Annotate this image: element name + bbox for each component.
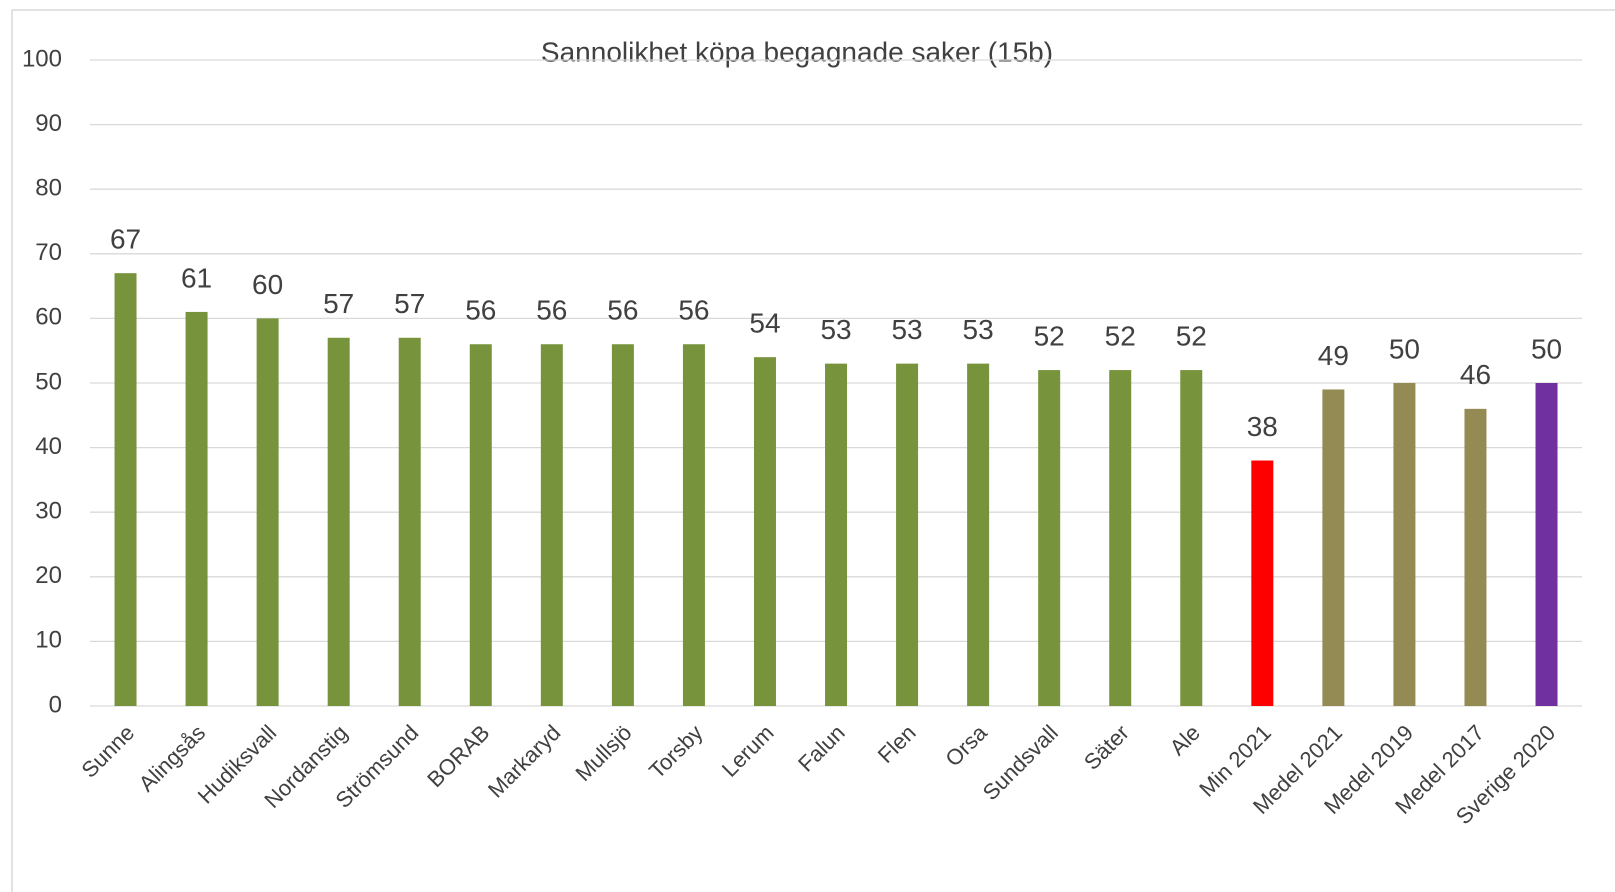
data-label: 52 — [1105, 320, 1136, 351]
data-label: 56 — [678, 295, 709, 326]
y-tick-label: 50 — [35, 368, 62, 395]
x-tick-label: Mullsjö — [570, 720, 636, 786]
data-label: 50 — [1531, 333, 1562, 364]
bar — [469, 344, 492, 706]
bar — [1464, 408, 1487, 706]
bar — [611, 344, 634, 706]
y-tick-label: 0 — [49, 691, 62, 718]
x-tick-label: Flen — [873, 720, 921, 768]
y-tick-label: 90 — [35, 110, 62, 137]
data-label: 56 — [465, 295, 496, 326]
data-label: 46 — [1460, 359, 1491, 390]
data-label: 57 — [394, 288, 425, 319]
data-label: 56 — [536, 295, 567, 326]
chart-frame — [11, 9, 1615, 892]
data-label: 52 — [1176, 320, 1207, 351]
data-label: 53 — [963, 314, 994, 345]
chart-title: Sannolikhet köpa begagnade saker (15b) — [541, 36, 1053, 67]
bar — [540, 344, 563, 706]
data-label: 49 — [1318, 340, 1349, 371]
y-tick-label: 10 — [35, 627, 62, 654]
y-tick-label: 40 — [35, 433, 62, 460]
data-label: 53 — [820, 314, 851, 345]
x-tick-label: Sundsvall — [978, 720, 1063, 805]
bar — [1109, 370, 1132, 706]
bar — [327, 337, 350, 706]
bar — [682, 344, 705, 706]
y-tick-label: 60 — [35, 304, 62, 331]
bar — [1322, 389, 1345, 706]
y-tick-label: 30 — [35, 498, 62, 525]
x-tick-label: Säter — [1079, 720, 1134, 775]
y-tick-label: 100 — [22, 45, 62, 72]
data-label: 56 — [607, 295, 638, 326]
x-tick-label: BORAB — [422, 720, 494, 792]
x-tick-label: Sunne — [77, 720, 140, 783]
data-label: 67 — [110, 224, 141, 255]
bar — [896, 363, 919, 706]
data-label: 53 — [891, 314, 922, 345]
bar — [753, 357, 776, 706]
data-label: 52 — [1034, 320, 1065, 351]
data-label: 61 — [181, 262, 212, 293]
y-tick-label: 80 — [35, 175, 62, 202]
bar — [398, 337, 421, 706]
data-label: 38 — [1247, 411, 1278, 442]
bar — [1393, 383, 1416, 706]
x-tick-label: Ale — [1165, 720, 1205, 760]
x-tick-label: Markaryd — [483, 720, 566, 803]
bar — [1180, 370, 1203, 706]
bar — [256, 318, 279, 706]
data-label: 57 — [323, 288, 354, 319]
bar — [185, 311, 208, 706]
bar — [1535, 383, 1558, 706]
data-label: 60 — [252, 269, 283, 300]
x-tick-label: Falun — [793, 720, 850, 777]
x-tick-label: Torsby — [644, 720, 707, 783]
bar — [1038, 370, 1061, 706]
bar — [967, 363, 990, 706]
data-label: 54 — [749, 308, 780, 339]
data-label: 50 — [1389, 333, 1420, 364]
bar — [1251, 460, 1274, 706]
bar — [114, 273, 137, 706]
y-tick-label: 70 — [35, 239, 62, 266]
x-tick-label: Orsa — [940, 719, 992, 771]
y-tick-label: 20 — [35, 562, 62, 589]
bar — [825, 363, 848, 706]
x-tick-label: Lerum — [717, 720, 779, 782]
